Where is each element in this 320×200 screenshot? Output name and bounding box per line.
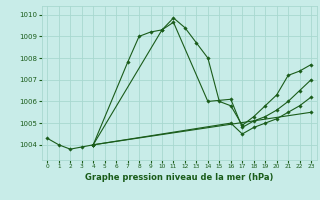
X-axis label: Graphe pression niveau de la mer (hPa): Graphe pression niveau de la mer (hPa)	[85, 173, 273, 182]
